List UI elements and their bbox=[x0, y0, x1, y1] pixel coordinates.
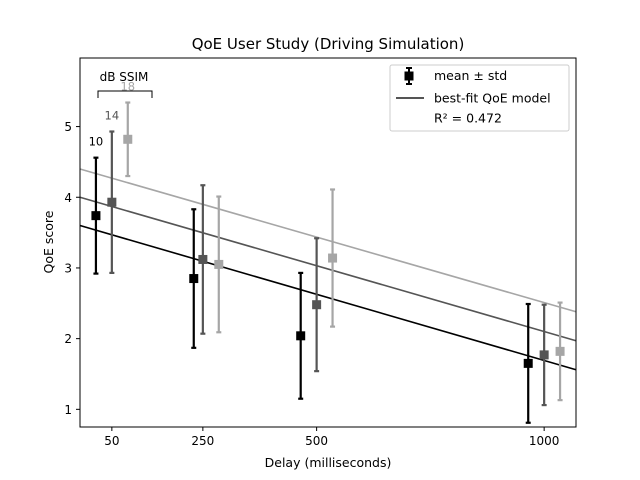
mean-marker-14-2 bbox=[312, 300, 322, 310]
mean-marker-10-1 bbox=[189, 274, 199, 284]
y-tick-label-1: 1 bbox=[64, 403, 72, 417]
chart-title: QoE User Study (Driving Simulation) bbox=[192, 35, 465, 53]
ssim-annotation: dB SSIM bbox=[97, 70, 153, 98]
legend-label-r2: R² = 0.472 bbox=[434, 111, 502, 126]
x-tick-label-250: 250 bbox=[191, 434, 214, 448]
legend-box bbox=[389, 64, 570, 132]
ssim-annotation-label: dB SSIM bbox=[100, 70, 149, 84]
legend: mean ± std best-fit QoE model R² = 0.472 bbox=[389, 64, 570, 132]
ssim-label-14: 14 bbox=[105, 109, 120, 123]
mean-marker-14-3 bbox=[539, 350, 549, 360]
mean-marker-18-1 bbox=[214, 259, 224, 269]
y-tick-label-5: 5 bbox=[64, 120, 72, 134]
y-axis-label: QoE score bbox=[41, 210, 56, 273]
x-tick-label-1000: 1000 bbox=[529, 434, 560, 448]
x-tick-label-50: 50 bbox=[104, 434, 119, 448]
ssim-label-10: 10 bbox=[89, 135, 104, 149]
y-axis-ticks: 1 2 3 4 5 bbox=[64, 120, 80, 417]
mean-marker-18-0 bbox=[123, 134, 133, 144]
x-axis-ticks: 50 250 500 1000 bbox=[104, 427, 559, 448]
ssim-bracket bbox=[97, 90, 153, 98]
mean-marker-18-2 bbox=[328, 253, 338, 263]
legend-label-mean-std: mean ± std bbox=[434, 68, 507, 83]
mean-marker-10-3 bbox=[523, 358, 533, 368]
mean-marker-10-2 bbox=[296, 331, 306, 341]
x-axis-label: Delay (milliseconds) bbox=[265, 455, 392, 470]
mean-marker-10-0 bbox=[91, 211, 101, 221]
y-tick-label-3: 3 bbox=[64, 261, 72, 275]
fit-lines bbox=[79, 168, 577, 371]
x-tick-label-500: 500 bbox=[305, 434, 328, 448]
ssim-label-18: 18 bbox=[120, 80, 135, 94]
legend-label-fit: best-fit QoE model bbox=[434, 91, 551, 106]
plot-frame bbox=[79, 57, 577, 428]
legend-marker bbox=[404, 71, 414, 81]
y-tick-label-4: 4 bbox=[64, 191, 72, 205]
mean-marker-18-3 bbox=[555, 346, 565, 356]
y-tick-label-2: 2 bbox=[64, 332, 72, 346]
fit-line-10 bbox=[79, 224, 577, 371]
fit-line-14 bbox=[79, 196, 577, 342]
fit-line-18 bbox=[79, 168, 577, 313]
mean-marker-14-1 bbox=[198, 254, 208, 264]
mean-marker-14-0 bbox=[107, 197, 117, 207]
